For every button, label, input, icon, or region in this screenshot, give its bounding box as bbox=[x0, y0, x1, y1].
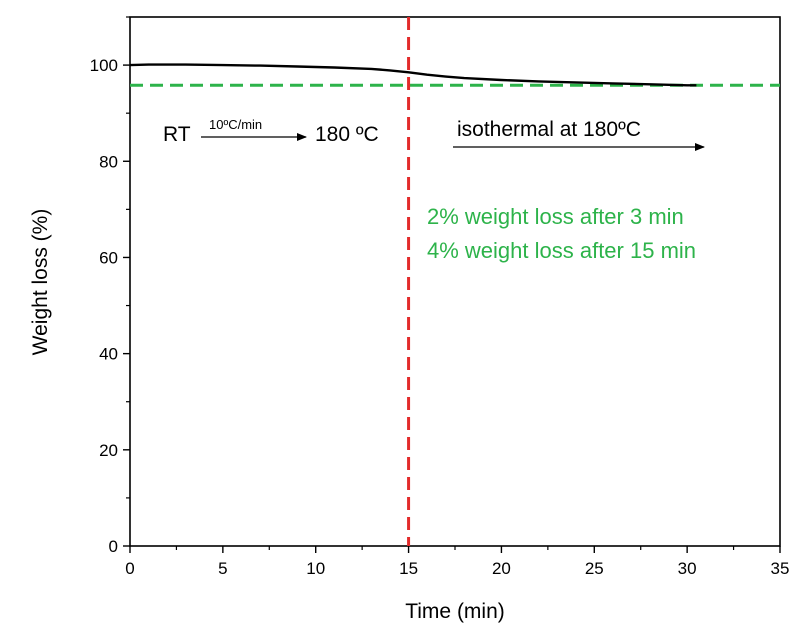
x-tick-label: 30 bbox=[678, 559, 697, 578]
annotation-isothermal: isothermal at 180ºC bbox=[457, 118, 641, 141]
loss-annotation-1: 2% weight loss after 3 min bbox=[427, 204, 684, 229]
plot-frame bbox=[129, 16, 781, 547]
y-axis-ticks: 0 20 40 60 80 100 bbox=[90, 16, 130, 556]
y-tick-label: 40 bbox=[99, 345, 118, 364]
annotation-rt: RT bbox=[163, 123, 191, 146]
y-tick-label: 20 bbox=[99, 441, 118, 460]
x-tick-label: 20 bbox=[492, 559, 511, 578]
y-tick-label: 80 bbox=[99, 152, 118, 171]
x-tick-label: 0 bbox=[125, 559, 134, 578]
series-line bbox=[129, 63, 697, 87]
x-tick-label: 5 bbox=[218, 559, 227, 578]
x-tick-label: 15 bbox=[399, 559, 418, 578]
x-axis-title: Time (min) bbox=[405, 600, 505, 623]
x-tick-label: 25 bbox=[585, 559, 604, 578]
y-tick-label: 0 bbox=[109, 537, 118, 556]
y-tick-label: 60 bbox=[99, 248, 118, 267]
annotation-target-temp: 180 ºC bbox=[315, 123, 379, 146]
y-tick-label: 100 bbox=[90, 56, 118, 75]
annotation-rate: 10ºC/min bbox=[209, 117, 262, 132]
x-tick-label: 10 bbox=[306, 559, 325, 578]
x-axis-ticks: 0 5 10 15 20 25 30 35 bbox=[125, 546, 789, 578]
loss-annotation-2: 4% weight loss after 15 min bbox=[427, 238, 696, 263]
x-tick-label: 35 bbox=[771, 559, 790, 578]
y-axis-title: Weight loss (%) bbox=[29, 209, 52, 356]
